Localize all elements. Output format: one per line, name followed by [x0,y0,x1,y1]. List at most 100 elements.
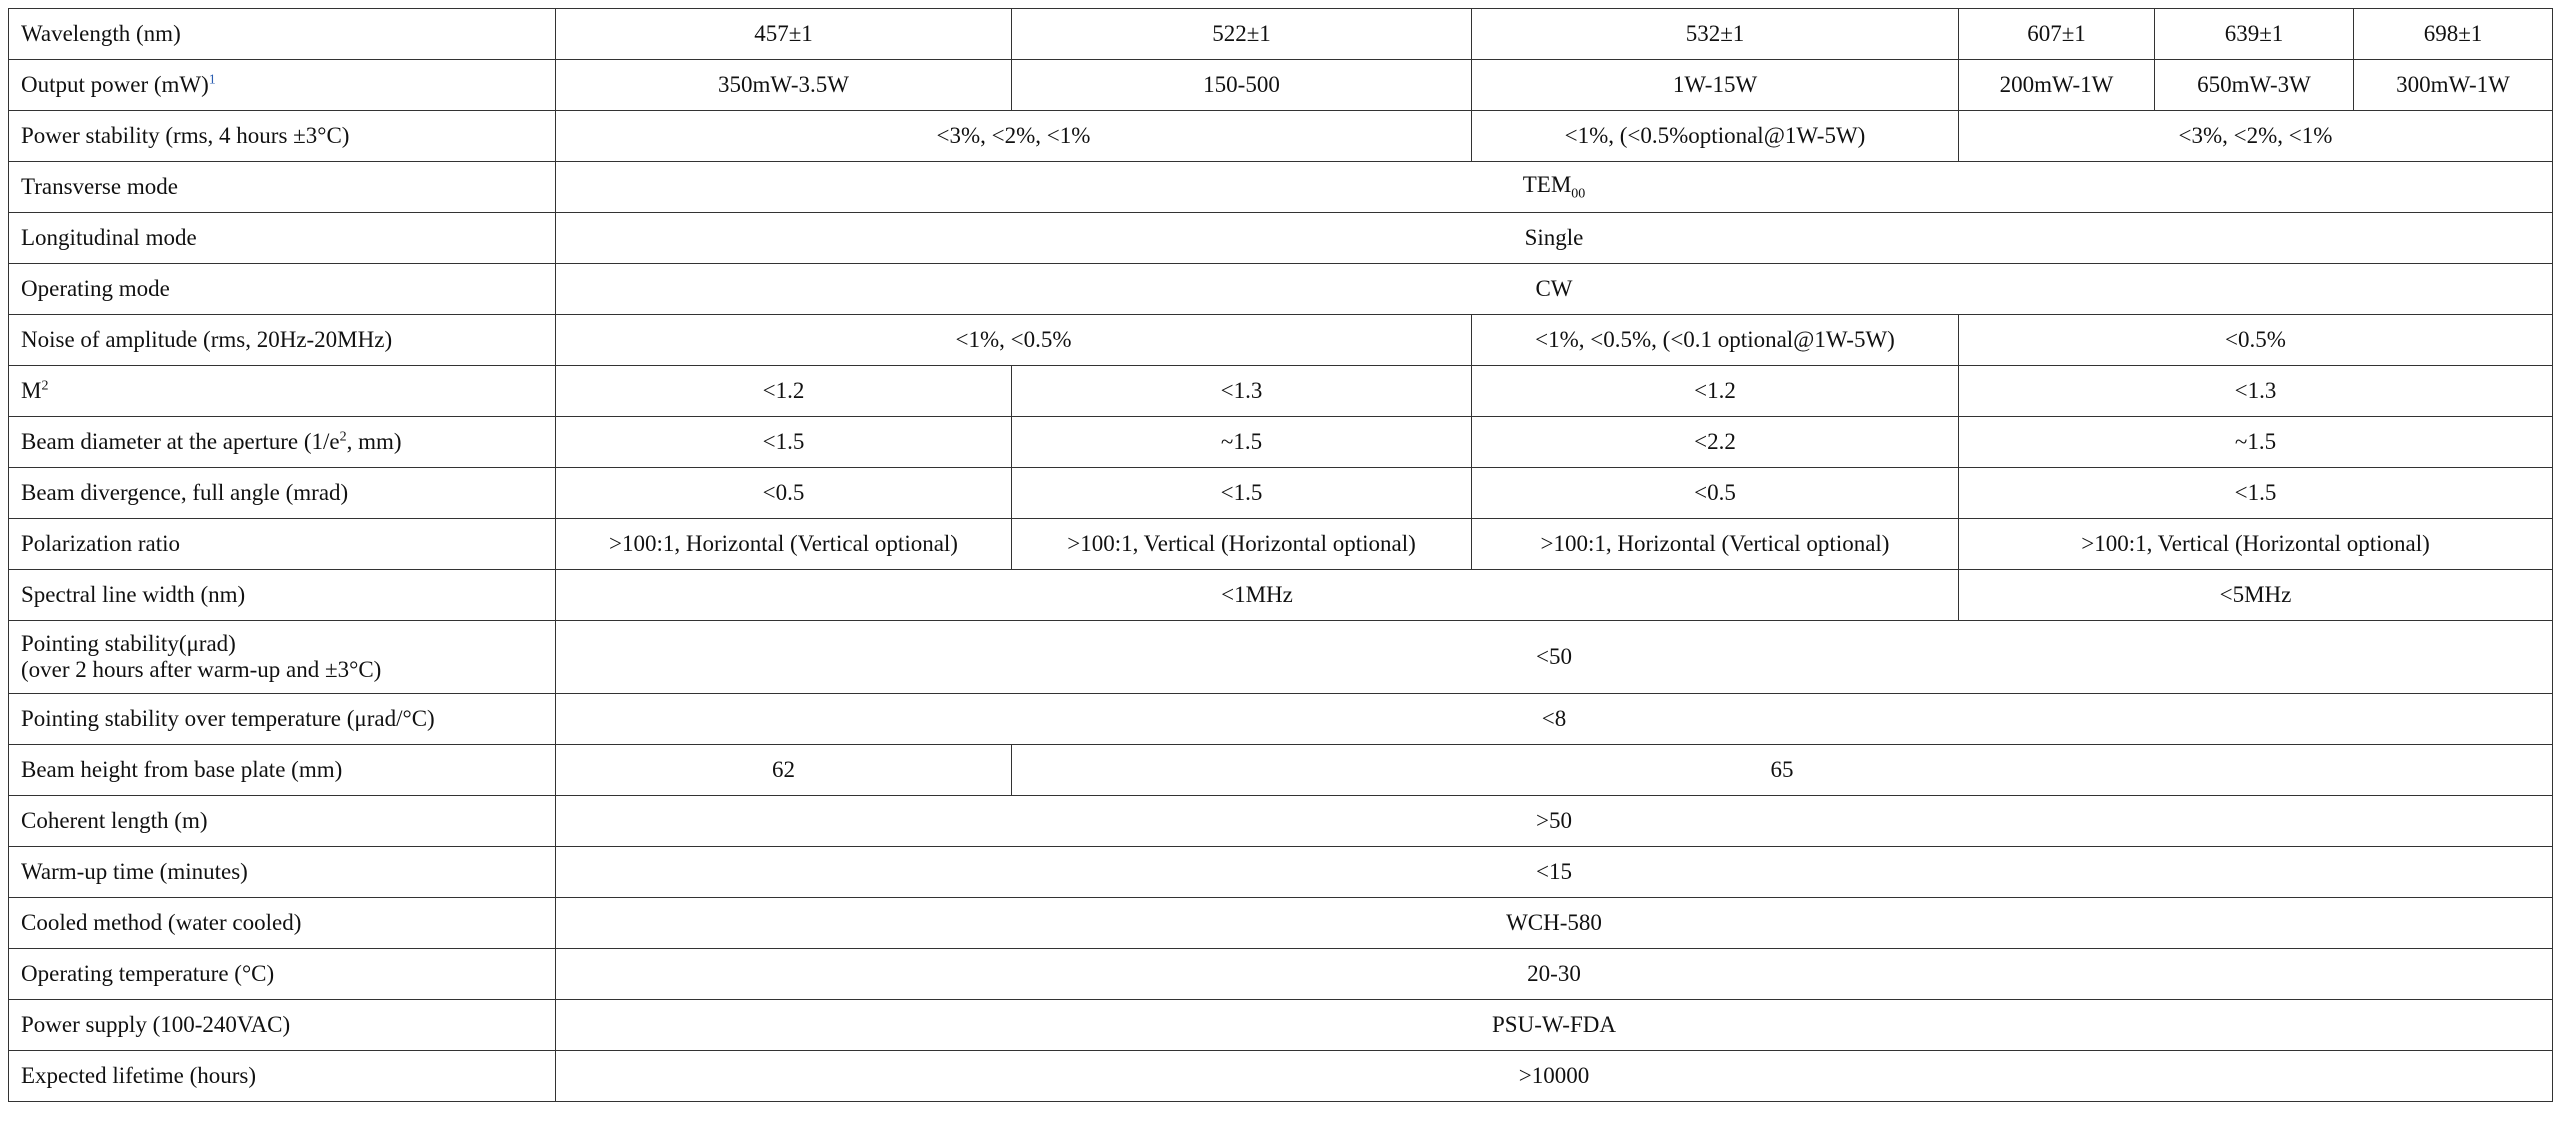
text: Beam diameter at the aperture (1/e [21,429,340,454]
cell-value: 639±1 [2154,8,2354,60]
row-label: Cooled method (water cooled) [8,897,556,949]
table-row: Output power (mW)1 350mW-3.5W 150-500 1W-15… [8,59,2553,111]
row-label: Operating temperature (°C) [8,948,556,1000]
row-label: Wavelength (nm) [8,8,556,60]
row-label: Noise of amplitude (rms, 20Hz-20MHz) [8,314,556,366]
text: M [21,378,42,403]
row-label: Power supply (100-240VAC) [8,999,556,1051]
cell-value: <1MHz [555,569,1959,621]
superscript: 1 [208,72,216,88]
superscript: 2 [41,378,49,394]
table-row: Power stability (rms, 4 hours ±3°C) <3%, … [8,110,2553,162]
table-row: Transverse mode TEM00 [8,161,2553,213]
cell-value: <1.5 [1958,467,2553,519]
row-label: Expected lifetime (hours) [8,1050,556,1102]
row-label: Pointing stability over temperature (μra… [8,693,556,745]
row-label: Power stability (rms, 4 hours ±3°C) [8,110,556,162]
superscript: 2 [339,429,347,445]
cell-value: PSU-W-FDA [555,999,2553,1051]
cell-value: <3%, <2%, <1% [1958,110,2553,162]
subscript: 00 [1571,186,1586,202]
row-label: Beam diameter at the aperture (1/e2, mm) [8,416,556,468]
cell-value: >10000 [555,1050,2553,1102]
table-row: Beam divergence, full angle (mrad) <0.5 <1… [8,467,2553,519]
table-row: Wavelength (nm) 457±1 522±1 532±1 607±1 639±1… [8,8,2553,60]
cell-value: <5MHz [1958,569,2553,621]
cell-value: 607±1 [1958,8,2155,60]
table-row: Beam height from base plate (mm) 62 65 [8,744,2553,796]
table-row: Pointing stability over temperature (μra… [8,693,2553,745]
cell-value: 62 [555,744,1012,796]
text: (over 2 hours after warm-up and ±3°C) [21,657,382,682]
table-row: Beam diameter at the aperture (1/e2, mm)… [8,416,2553,468]
cell-value: 65 [1011,744,2553,796]
cell-value: <0.5 [555,467,1012,519]
table-row: Power supply (100-240VAC) PSU-W-FDA [8,999,2553,1051]
cell-value: 20-30 [555,948,2553,1000]
cell-value: <1%, (<0.5%optional@1W-5W) [1471,110,1959,162]
cell-value: >100:1, Horizontal (Vertical optional) [555,518,1012,570]
cell-value: ~1.5 [1958,416,2553,468]
cell-value: 532±1 [1471,8,1959,60]
cell-value: <8 [555,693,2553,745]
table-row: Spectral line width (nm) <1MHz <5MHz [8,569,2553,621]
spec-table: Wavelength (nm) 457±1 522±1 532±1 607±1 639±1… [8,8,2553,1102]
text: , mm) [346,429,402,454]
row-label: Beam divergence, full angle (mrad) [8,467,556,519]
text: Pointing stability(μrad) [21,631,236,656]
table-row: Expected lifetime (hours) >10000 [8,1050,2553,1102]
row-label: Spectral line width (nm) [8,569,556,621]
table-row: Coherent length (m) >50 [8,795,2553,847]
row-label: Warm-up time (minutes) [8,846,556,898]
cell-value: Single [555,212,2553,264]
row-label: Beam height from base plate (mm) [8,744,556,796]
text: Output power (mW) [21,72,209,97]
table-row: Cooled method (water cooled) WCH-580 [8,897,2553,949]
row-label: M2 [8,365,556,417]
cell-value: <50 [555,620,2553,694]
row-label: Pointing stability(μrad) (over 2 hours af… [8,620,556,694]
row-label: Transverse mode [8,161,556,213]
cell-value: <1%, <0.5% [555,314,1472,366]
cell-value: 650mW-3W [2154,59,2354,111]
cell-value: <1.2 [555,365,1012,417]
cell-value: WCH-580 [555,897,2553,949]
cell-value: >100:1, Vertical (Horizontal optional) [1011,518,1472,570]
table-row: Polarization ratio >100:1, Horizontal (Ve… [8,518,2553,570]
cell-value: <1.5 [555,416,1012,468]
table-row: Longitudinal mode Single [8,212,2553,264]
table-row: Noise of amplitude (rms, 20Hz-20MHz) <1%,… [8,314,2553,366]
cell-value: <2.2 [1471,416,1959,468]
cell-value: <3%, <2%, <1% [555,110,1472,162]
cell-value: <1%, <0.5%, (<0.1 optional@1W-5W) [1471,314,1959,366]
cell-value: 350mW-3.5W [555,59,1012,111]
cell-value: <0.5 [1471,467,1959,519]
row-label: Polarization ratio [8,518,556,570]
table-row: Warm-up time (minutes) <15 [8,846,2553,898]
cell-value: <1.2 [1471,365,1959,417]
row-label: Output power (mW)1 [8,59,556,111]
cell-value: ~1.5 [1011,416,1472,468]
table-row: Operating temperature (°C) 20-30 [8,948,2553,1000]
row-label: Coherent length (m) [8,795,556,847]
row-label: Operating mode [8,263,556,315]
cell-value: TEM00 [555,161,2553,213]
table-row: Pointing stability(μrad) (over 2 hours af… [8,620,2553,694]
table-body: Wavelength (nm) 457±1 522±1 532±1 607±1 639±1… [8,8,2553,1102]
cell-value: 1W-15W [1471,59,1959,111]
cell-value: <15 [555,846,2553,898]
row-label: Longitudinal mode [8,212,556,264]
cell-value: 200mW-1W [1958,59,2155,111]
text: TEM [1522,171,1572,197]
cell-value: <0.5% [1958,314,2553,366]
cell-value: 150-500 [1011,59,1472,111]
cell-value: 698±1 [2353,8,2553,60]
cell-value: CW [555,263,2553,315]
cell-value: <1.5 [1011,467,1472,519]
cell-value: >100:1, Vertical (Horizontal optional) [1958,518,2553,570]
cell-value: 300mW-1W [2353,59,2553,111]
cell-value: <1.3 [1011,365,1472,417]
table-row: Operating mode CW [8,263,2553,315]
cell-value: 522±1 [1011,8,1472,60]
